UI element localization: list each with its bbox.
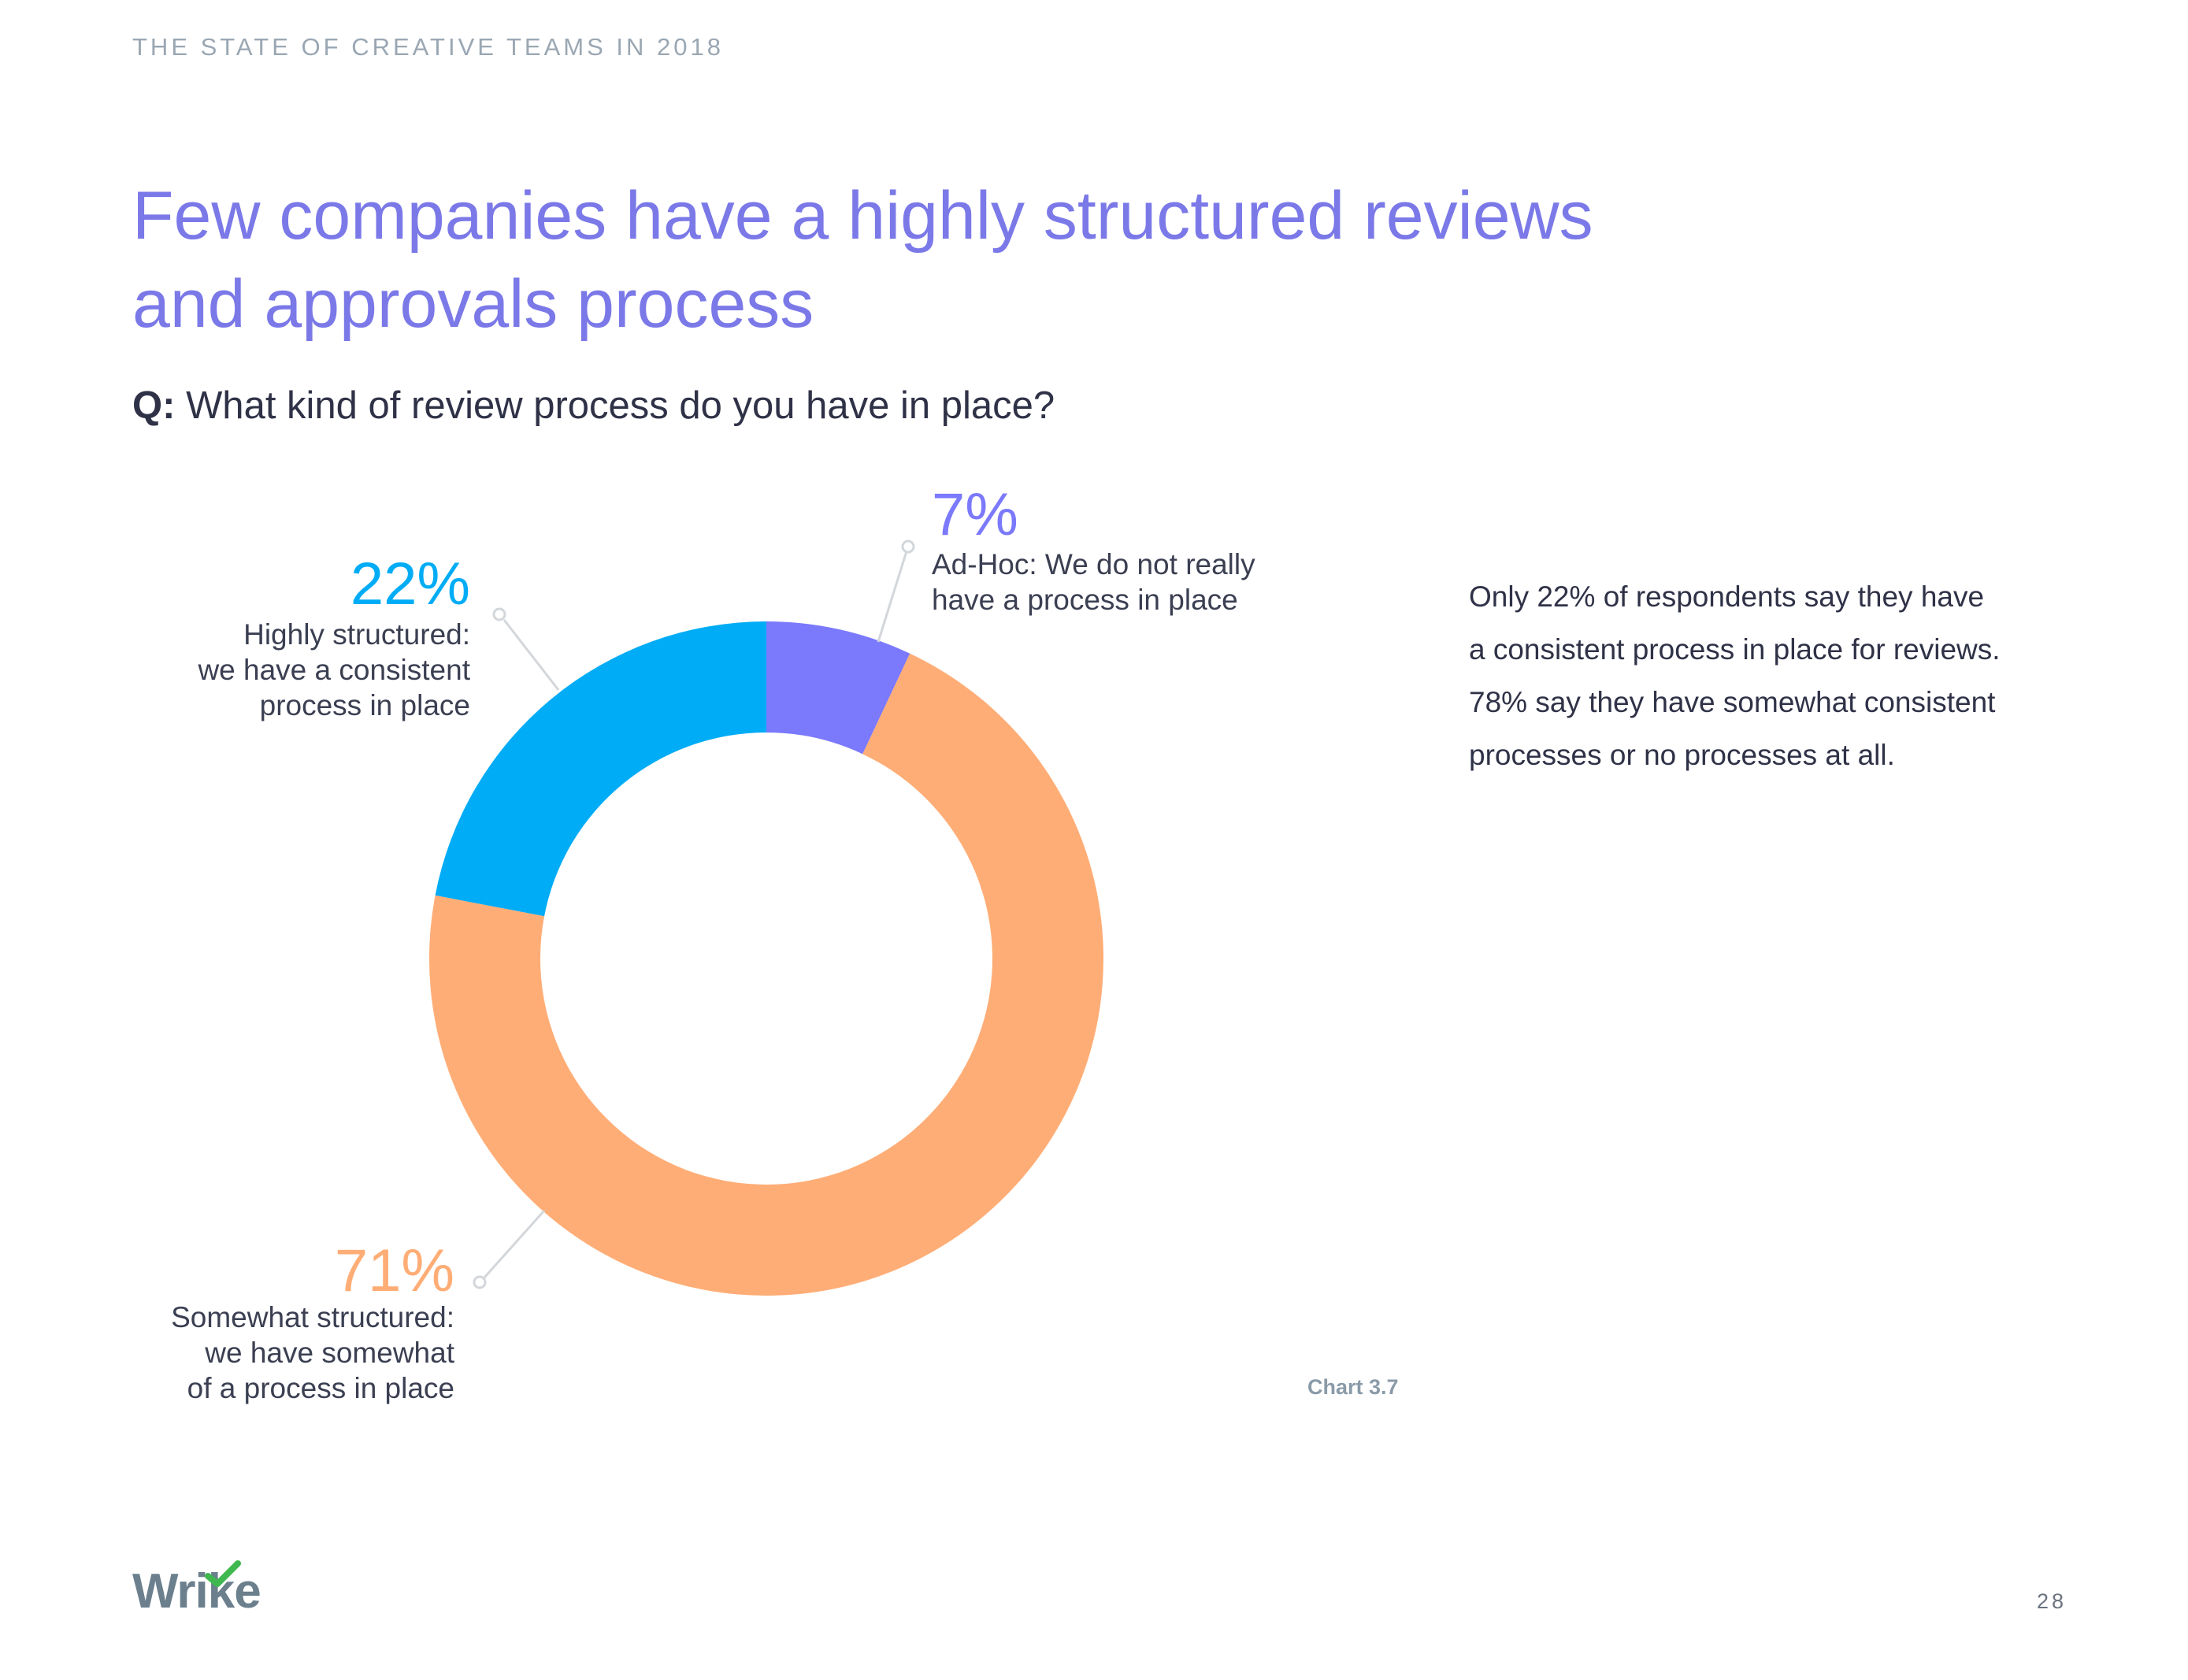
insight-line-3: 78% say they have somewhat consistent — [1469, 686, 1996, 718]
highly-category-line-2: we have a consistent — [198, 654, 470, 686]
slice-label-highly-value: 22% — [350, 551, 470, 617]
adhoc-category-line-2: have a process in place — [932, 584, 1238, 616]
logo-check-icon — [205, 1560, 241, 1587]
leader-line-somewhat — [483, 1210, 546, 1278]
page-title-line-1: Few companies have a highly structured r… — [132, 178, 1593, 254]
leader-dot-adhoc — [901, 540, 915, 554]
slice-label-adhoc-value: 7% — [932, 481, 1018, 548]
somewhat-category-line-1: Somewhat structured: — [171, 1301, 454, 1333]
page-number: 28 — [2037, 1589, 2067, 1613]
page-title-line-2: and approvals process — [132, 266, 814, 342]
slice-label-adhoc-category: Ad-Hoc: We do not really have a process … — [932, 547, 1255, 617]
adhoc-category-line-1: Ad-Hoc: We do not really — [932, 548, 1255, 580]
chart-caption: Chart 3.7 — [1307, 1375, 1399, 1399]
somewhat-category-line-3: of a process in place — [187, 1372, 454, 1404]
survey-question: Q: What kind of review process do you ha… — [132, 382, 1055, 429]
donut-slices — [429, 621, 1103, 1296]
slice-label-somewhat-value: 71% — [334, 1237, 454, 1304]
slice-label-somewhat-category: Somewhat structured: we have somewhat of… — [61, 1300, 454, 1406]
somewhat-category-line-2: we have somewhat — [205, 1337, 454, 1369]
report-kicker: THE STATE OF CREATIVE TEAMS IN 2018 — [132, 33, 724, 61]
leader-line-adhoc — [877, 551, 908, 643]
highly-category-line-3: process in place — [259, 689, 470, 721]
slice-label-highly-category: Highly structured: we have a consistent … — [76, 617, 470, 723]
question-text: What kind of review process do you have … — [186, 384, 1055, 427]
slice-highly — [435, 621, 766, 917]
leader-lines — [473, 540, 915, 1289]
wrike-logo: Wrike — [132, 1560, 261, 1619]
question-prefix: Q: — [132, 384, 176, 427]
slice-somewhat — [429, 653, 1103, 1296]
leader-dot-somewhat — [473, 1275, 487, 1289]
highly-category-line-1: Highly structured: — [243, 618, 470, 651]
insight-line-4: processes or no processes at all. — [1469, 739, 1895, 771]
insight-line-2: a consistent process in place for review… — [1469, 633, 2001, 666]
leader-dot-highly — [492, 607, 506, 621]
page-title: Few companies have a highly structured r… — [132, 172, 1786, 348]
insight-line-1: Only 22% of respondents say they have — [1469, 580, 1985, 613]
leader-line-highly — [502, 619, 560, 691]
logo-wordmark: Wrike — [132, 1564, 261, 1619]
slice-adhoc — [766, 621, 910, 755]
insight-text: Only 22% of respondents say they have a … — [1469, 570, 2115, 781]
